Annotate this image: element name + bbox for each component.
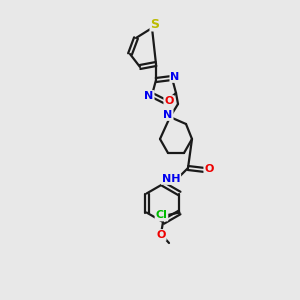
Text: Cl: Cl (155, 211, 167, 220)
Text: N: N (164, 110, 172, 120)
Text: S: S (151, 17, 160, 31)
Text: NH: NH (162, 174, 180, 184)
Text: O: O (164, 96, 174, 106)
Text: N: N (144, 91, 154, 101)
Text: O: O (156, 230, 166, 240)
Text: O: O (204, 164, 214, 174)
Text: N: N (170, 72, 180, 82)
